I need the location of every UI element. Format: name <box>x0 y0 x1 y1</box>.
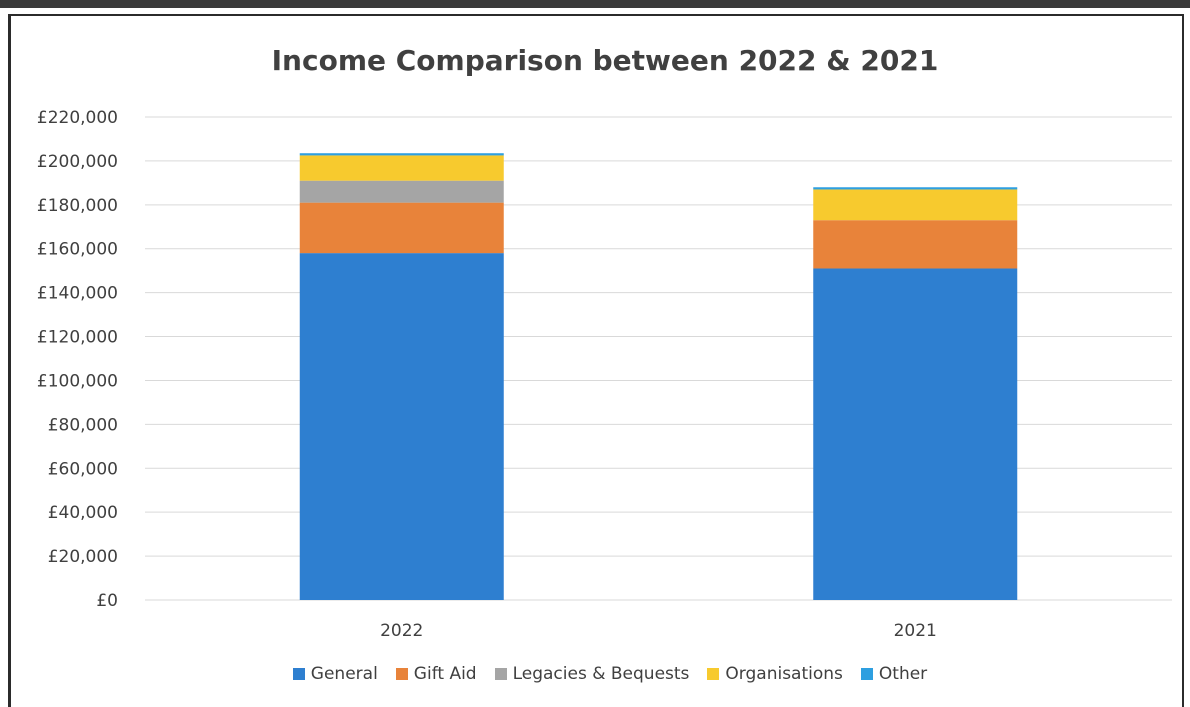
bar-segment-organisations-2022 <box>299 155 504 181</box>
legend-swatch <box>395 668 408 680</box>
bar-segment-other-2021 <box>813 187 1018 190</box>
legend-item: Organisations <box>707 664 843 684</box>
x-tick-label: 2021 <box>894 621 937 641</box>
chart-title: Income Comparison between 2022 & 2021 <box>271 44 939 77</box>
legend-label: General <box>310 664 378 684</box>
y-tick-label: £20,000 <box>48 547 118 567</box>
legend-label: Gift Aid <box>413 664 477 684</box>
y-tick-label: £180,000 <box>37 196 118 216</box>
bar-segment-gift-aid-2021 <box>813 220 1018 269</box>
y-tick-label: £0 <box>96 591 118 611</box>
bar-segment-general-2022 <box>299 253 504 601</box>
y-tick-label: £200,000 <box>37 152 118 172</box>
bar-segment-other-2022 <box>299 153 504 156</box>
legend-label: Other <box>878 664 928 684</box>
legend-swatch <box>707 668 720 680</box>
bar-segment-general-2021 <box>813 268 1018 600</box>
legend-label: Legacies & Bequests <box>512 664 690 684</box>
legend-swatch <box>292 668 305 680</box>
y-tick-label: £100,000 <box>37 371 118 391</box>
legend-swatch <box>860 668 873 680</box>
legend-item: General <box>292 664 378 684</box>
y-tick-label: £120,000 <box>37 328 118 348</box>
chart-legend: General Gift Aid Legacies & Bequests Organi… <box>0 664 1190 684</box>
y-tick-label: £140,000 <box>37 284 118 304</box>
bar-segment-organisations-2021 <box>813 189 1018 221</box>
legend-item: Other <box>860 664 928 684</box>
x-tick-label: 2022 <box>380 621 423 641</box>
legend-item: Legacies & Bequests <box>494 664 690 684</box>
bar-segment-legacies-bequests-2022 <box>299 180 504 203</box>
y-tick-label: £60,000 <box>48 459 118 479</box>
scan-border <box>0 0 1190 8</box>
bar-segment-gift-aid-2022 <box>299 202 504 254</box>
y-tick-label: £40,000 <box>48 503 118 523</box>
legend-item: Gift Aid <box>395 664 477 684</box>
legend-swatch <box>494 668 507 680</box>
y-tick-label: £160,000 <box>37 240 118 260</box>
y-tick-label: £80,000 <box>48 415 118 435</box>
y-tick-label: £220,000 <box>37 108 118 128</box>
legend-label: Organisations <box>725 664 843 684</box>
